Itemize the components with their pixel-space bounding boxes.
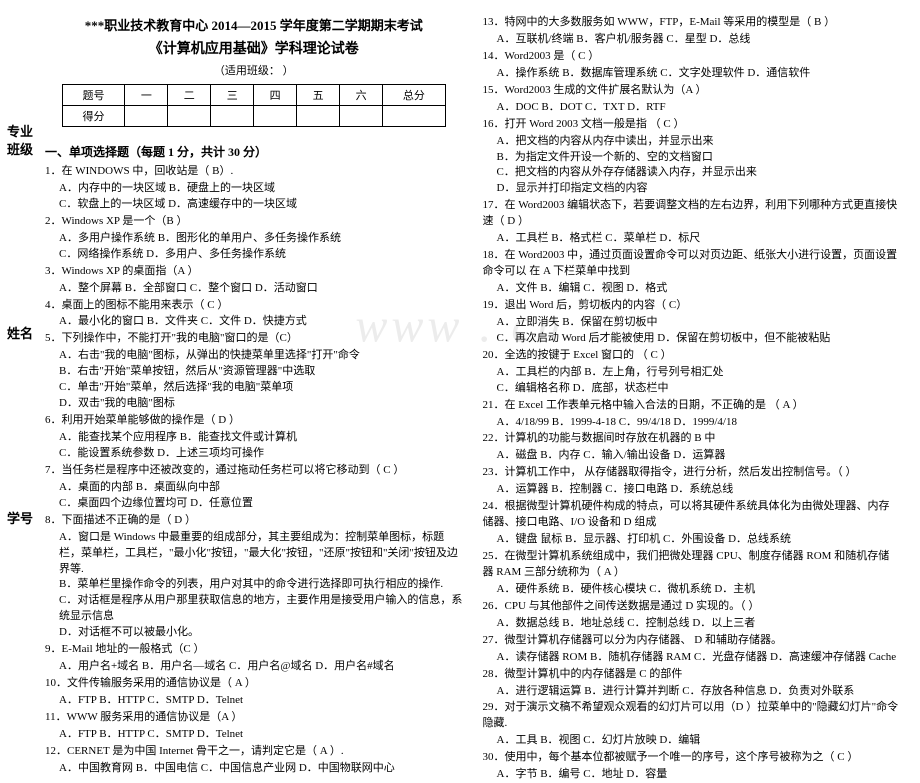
td-blank	[297, 106, 340, 127]
question: 15．Word2003 生成的文件扩展名默认为（A ）	[483, 83, 901, 99]
question: 12．CERNET 是为中国 Internet 骨干之一，请判定它是（ A ）.	[45, 744, 463, 760]
table-row: 得分	[62, 106, 445, 127]
options: A．数据总线 B．地址总线 C．控制总线 D．以上三者	[483, 616, 901, 632]
left-column: ***职业技术教育中心 2014—2015 学年度第二学期期末考试 《计算机应用…	[45, 15, 463, 636]
th-4: 四	[254, 85, 297, 106]
question: 5．下列操作中，不能打开"我的电脑"窗口的是（C）	[45, 331, 463, 347]
td-blank	[383, 106, 446, 127]
options: A．文件 B．编辑 C．视图 D．格式	[483, 281, 901, 297]
options: A．中国教育网 B．中国电信 C．中国信息产业网 D．中国物联网中心	[45, 761, 463, 777]
question: 10．文件传输服务采用的通信协议是（ A ）	[45, 676, 463, 692]
question: 19．退出 Word 后，剪切板内的内容（ C）	[483, 298, 901, 314]
td-blank	[254, 106, 297, 127]
label-name: 姓名	[7, 325, 33, 343]
question: 11．WWW 服务采用的通信协议是（A ）	[45, 710, 463, 726]
options: A．工具栏的内部 B．左上角，行号列号相汇处 C．编辑格名称 D．底部，状态栏中	[483, 365, 901, 397]
label-studentid: 学号	[7, 510, 33, 528]
exam-class: （适用班级： ）	[45, 62, 463, 78]
question: 1．在 WINDOWS 中，回收站是（ B）.	[45, 164, 463, 180]
label-class2: 班级	[7, 141, 33, 159]
options: A．FTP B．HTTP C．SMTP D．Telnet	[45, 727, 463, 743]
options: A．整个屏幕 B．全部窗口 C．整个窗口 D．活动窗口	[45, 281, 463, 297]
question: 27．微型计算机存储器可以分为内存储器、 D 和辅助存储器。	[483, 633, 901, 649]
question: 30．使用中，每个基本位都被赋予一个唯一的序号，这个序号被称为之（ C ）	[483, 750, 901, 766]
options: A．窗口是 Windows 中最重要的组成部分，其主要组成为：控制菜单图标，标题…	[45, 530, 463, 642]
options: A．键盘 鼠标 B．显示器、打印机 C．外围设备 D．总线系统	[483, 532, 901, 548]
options: A．读存储器 ROM B．随机存储器 RAM C．光盘存储器 D．高速缓冲存储器…	[483, 650, 901, 666]
content-columns: ***职业技术教育中心 2014—2015 学年度第二学期期末考试 《计算机应用…	[40, 0, 920, 651]
options: A．FTP B．HTTP C．SMTP D．Telnet	[45, 693, 463, 709]
th-5: 五	[297, 85, 340, 106]
question: 17．在 Word2003 编辑状态下，若要调整文档的左右边界，利用下列哪种方式…	[483, 198, 901, 230]
question: 18．在 Word2003 中，通过页面设置命令可以对页边距、纸张大小进行设置，…	[483, 248, 901, 280]
options: A．内存中的一块区域 B．硬盘上的一块区域 C．软盘上的一块区域 D．高速缓存中…	[45, 181, 463, 213]
label-major: 专业	[7, 123, 33, 141]
question: 29．对于演示文稿不希望观众观看的幻灯片可以用（D ）拉菜单中的"隐藏幻灯片"命…	[483, 700, 901, 732]
sidebar: 专业 班级 姓名 学号	[0, 0, 40, 651]
question: 7．当任务栏是程序中还被改变的，通过拖动任务栏可以将它移动到（ C ）	[45, 463, 463, 479]
th-6: 六	[340, 85, 383, 106]
options: A．运算器 B．控制器 C．接口电路 D．系统总线	[483, 482, 901, 498]
question: 22．计算机的功能与数据间时存放在机器的 B 中	[483, 431, 901, 447]
th-total: 总分	[383, 85, 446, 106]
question: 4．桌面上的图标不能用来表示（ C ）	[45, 298, 463, 314]
exam-title: ***职业技术教育中心 2014—2015 学年度第二学期期末考试	[45, 15, 463, 34]
th-3: 三	[211, 85, 254, 106]
question: 9．E-Mail 地址的一般格式（C ）	[45, 642, 463, 658]
options: A．把文档的内容从内存中读出，并显示出来 B．为指定文件开设一个新的、空的文档窗…	[483, 134, 901, 198]
options: A．多用户操作系统 B．图形化的单用户、多任务操作系统 C．网络操作系统 D．多…	[45, 231, 463, 263]
td-blank	[125, 106, 168, 127]
question: 2．Windows XP 是一个（B ）	[45, 214, 463, 230]
options: A．能查找某个应用程序 B．能查找文件或计算机 C．能设置系统参数 D．上述三项…	[45, 430, 463, 462]
question: 24．根据微型计算机硬件构成的特点，可以将其硬件系统具体化为由微处理器、内存储器…	[483, 499, 901, 531]
question: 13．特网中的大多数服务如 WWW，FTP，E-Mail 等采用的模型是（ B …	[483, 15, 901, 31]
question: 21．在 Excel 工作表单元格中输入合法的日期，不正确的是 （ A ）	[483, 398, 901, 414]
question: 26．CPU 与其他部件之间传送数据是通过 D 实现的。（ ）	[483, 599, 901, 615]
options: A．最小化的窗口 B．文件夹 C．文件 D．快捷方式	[45, 314, 463, 330]
table-row: 题号 一 二 三 四 五 六 总分	[62, 85, 445, 106]
options: A．工具 B．视图 C．幻灯片放映 D．编辑	[483, 733, 901, 749]
th-2: 二	[168, 85, 211, 106]
options: A．操作系统 B．数据库管理系统 C．文字处理软件 D．通信软件	[483, 66, 901, 82]
options: A．立即消失 B．保留在剪切板中 C．再次启动 Word 后才能被使用 D．保留…	[483, 315, 901, 347]
options: A．工具栏 B．格式栏 C．菜单栏 D．标尺	[483, 231, 901, 247]
td-blank	[168, 106, 211, 127]
td-score: 得分	[62, 106, 125, 127]
options: A．硬件系统 B．硬件核心模块 C．微机系统 D．主机	[483, 582, 901, 598]
td-blank	[340, 106, 383, 127]
question: 28．微型计算机中的内存储器是 C 的部件	[483, 667, 901, 683]
exam-subject: 《计算机应用基础》学科理论试卷	[45, 38, 463, 58]
question: 6．利用开始菜单能够做的操作是（ D ）	[45, 413, 463, 429]
options: A．右击"我的电脑"图标，从弹出的快捷菜单里选择"打开"命令 B．右击"开始"菜…	[45, 348, 463, 412]
label-class: 专业 班级	[7, 123, 33, 159]
question: 20．全选的按键于 Excel 窗口的 （ C ）	[483, 348, 901, 364]
question: 3．Windows XP 的桌面指（A ）	[45, 264, 463, 280]
right-column: 13．特网中的大多数服务如 WWW，FTP，E-Mail 等采用的模型是（ B …	[483, 15, 901, 636]
options: A．进行逻辑运算 B．进行计算并判断 C．存放各种信息 D．负责对外联系	[483, 684, 901, 700]
options: A．4/18/99 B．1999-4-18 C．99/4/18 D．1999/4…	[483, 415, 901, 431]
options: A．字节 B．编号 C．地址 D．容量	[483, 767, 901, 783]
score-table: 题号 一 二 三 四 五 六 总分 得分	[62, 84, 446, 127]
question: 8．下面描述不正确的是（ D ）	[45, 513, 463, 529]
question: 16．打开 Word 2003 文档一般是指 （ C ）	[483, 117, 901, 133]
options: A．用户名+域名 B．用户名—域名 C．用户名@域名 D．用户名#域名	[45, 659, 463, 675]
td-blank	[211, 106, 254, 127]
question: 14．Word2003 是（ C ）	[483, 49, 901, 65]
question: 23．计算机工作中， 从存储器取得指令，进行分析，然后发出控制信号。（ ）	[483, 465, 901, 481]
section-heading: 一、单项选择题（每题 1 分，共计 30 分）	[45, 143, 463, 160]
th-num: 题号	[62, 85, 125, 106]
th-1: 一	[125, 85, 168, 106]
options: A．磁盘 B．内存 C．输入/输出设备 D．运算器	[483, 448, 901, 464]
options: A．桌面的内部 B．桌面纵向中部 C．桌面四个边缘位置均可 D．任意位置	[45, 480, 463, 512]
options: A．互联机/终端 B．客户机/服务器 C．星型 D．总线	[483, 32, 901, 48]
options: A．DOC B．DOT C．TXT D．RTF	[483, 100, 901, 116]
question: 25．在微型计算机系统组成中，我们把微处理器 CPU、制度存储器 ROM 和随机…	[483, 549, 901, 581]
